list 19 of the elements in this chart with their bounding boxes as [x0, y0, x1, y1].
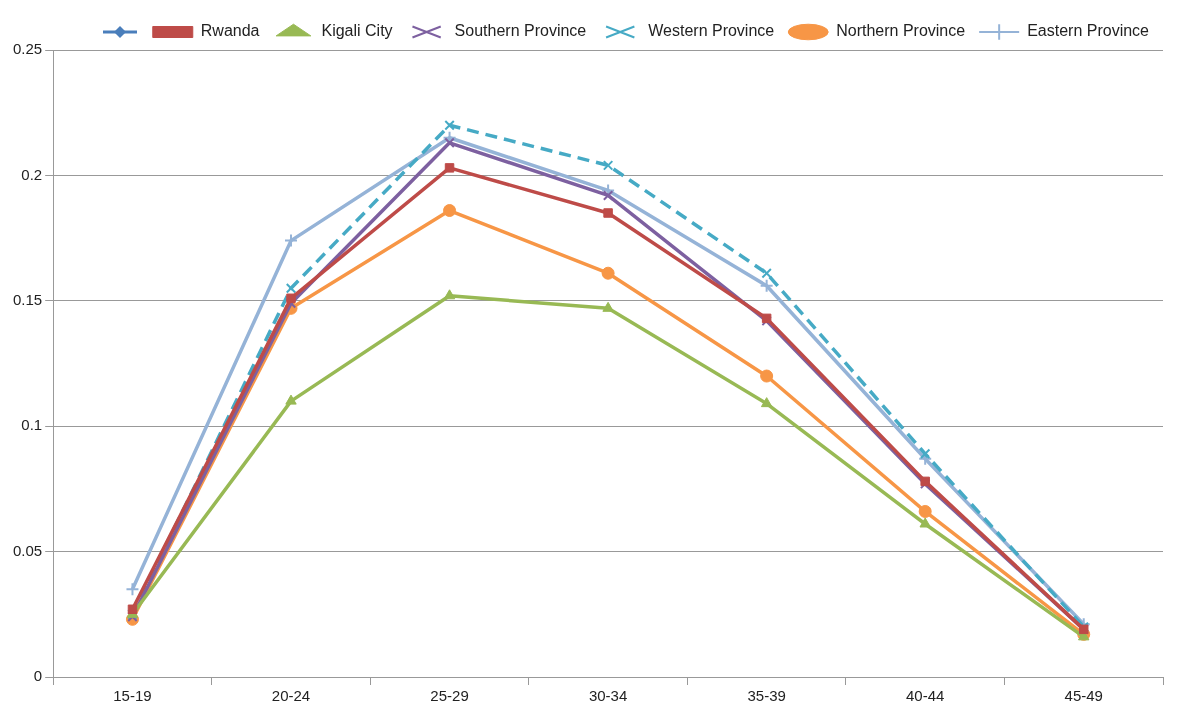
x-tick-label: 15-19 — [113, 687, 152, 705]
legend-label: Rwanda — [200, 22, 260, 40]
y-tick-label: 0.25 — [12, 40, 43, 58]
y-tick-label: 0.15 — [12, 290, 43, 308]
y-tick-label: 0.2 — [21, 165, 43, 183]
x-tick-label: 25-29 — [430, 687, 469, 705]
legend-label: Eastern Province — [1027, 22, 1150, 40]
legend-label: Northern Province — [836, 22, 966, 40]
y-tick-label: 0.1 — [21, 416, 43, 434]
x-tick-label: 20-24 — [271, 687, 311, 705]
y-tick-label: 0 — [33, 667, 43, 685]
x-tick-label: 40-44 — [906, 687, 945, 705]
legend-label: Southern Province — [454, 22, 587, 40]
x-tick-label: 35-39 — [747, 687, 786, 705]
y-tick-label: 0.05 — [12, 541, 43, 559]
legend-label: Western Province — [648, 22, 775, 40]
x-tick-label: 45-49 — [1064, 687, 1103, 705]
legend-label: Kigali City — [321, 22, 393, 40]
x-tick-label: 30-34 — [588, 687, 628, 705]
